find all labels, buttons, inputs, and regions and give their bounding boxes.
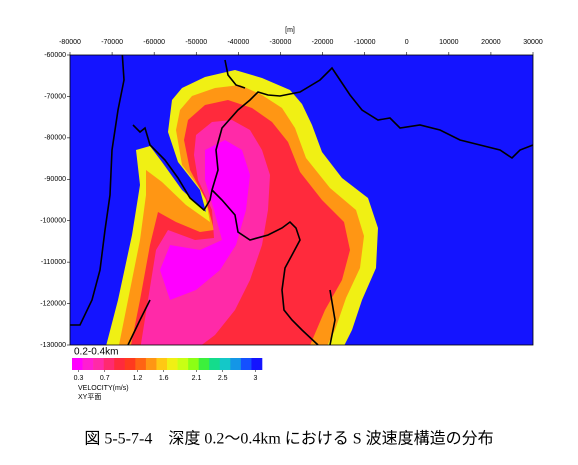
colorbar-title: 0.2-0.4km (74, 347, 118, 358)
x-tick-label: -80000 (59, 39, 81, 46)
colorbar-swatch (124, 358, 136, 370)
colorbar-swatch (145, 358, 157, 370)
y-tick-label: -80000 (44, 135, 66, 142)
plot-frame (69, 54, 534, 346)
colorbar-swatch (230, 358, 242, 370)
colorbar-swatch (103, 358, 115, 370)
velocity-field (70, 55, 533, 345)
x-tick-label: -50000 (185, 39, 207, 46)
colorbar-swatch (188, 358, 199, 370)
colorbar-swatch (135, 358, 147, 370)
colorbar-tick-label: 2.5 (218, 375, 228, 382)
x-tick-label: -40000 (227, 39, 249, 46)
x-tick-label: -30000 (270, 39, 292, 46)
colorbar-swatch (198, 358, 210, 370)
colorbar-tick-label: 2.1 (192, 375, 202, 382)
caption: 図 5-5-7-4 深度 0.2～0.4km における S 波速度構造の分布 (84, 430, 493, 448)
x-tick-label: 10000 (439, 39, 459, 46)
colorbar-swatch (72, 358, 83, 370)
x-tick-label: -60000 (143, 39, 165, 46)
colorbar-swatch (209, 358, 221, 370)
colorbar-tick-label: 1.2 (133, 375, 143, 382)
colorbar-swatch (114, 358, 126, 370)
colorbar-swatch (240, 358, 252, 370)
colorbar-tick-label: 3 (253, 375, 257, 382)
colorbar-label: VELOCITY(m/s) (78, 385, 129, 392)
colorbar-swatch (82, 358, 94, 370)
y-tick-label: -110000 (41, 259, 66, 266)
y-tick-label: -90000 (44, 176, 66, 183)
colorbar-swatch (251, 358, 263, 370)
x-tick-label: 0 (405, 39, 409, 46)
colorbar-swatch (93, 358, 104, 370)
x-tick-label: -20000 (312, 39, 334, 46)
unit-label: [m] (285, 27, 295, 34)
colorbar-swatch (219, 358, 231, 370)
y-tick-label: -120000 (40, 300, 66, 307)
x-tick-label: -10000 (354, 39, 376, 46)
colorbar-swatch (177, 358, 189, 370)
y-tick-label: -70000 (44, 93, 66, 100)
colorbar-tick-label: 1.6 (159, 375, 169, 382)
x-tick-label: 20000 (481, 39, 501, 46)
colorbar-tick-label: 0.3 (74, 375, 84, 382)
x-tick-label: -70000 (101, 39, 123, 46)
y-tick-label: -100000 (40, 218, 66, 225)
x-tick-label: 30000 (523, 39, 543, 46)
colorbar-swatch (167, 358, 178, 370)
plane-label: XY平面 (78, 393, 101, 401)
colorbar-tick-label: 0.7 (100, 375, 110, 382)
colorbar-swatch (156, 358, 168, 370)
y-tick-label: -60000 (44, 52, 66, 59)
y-tick-label: -130000 (40, 342, 66, 349)
